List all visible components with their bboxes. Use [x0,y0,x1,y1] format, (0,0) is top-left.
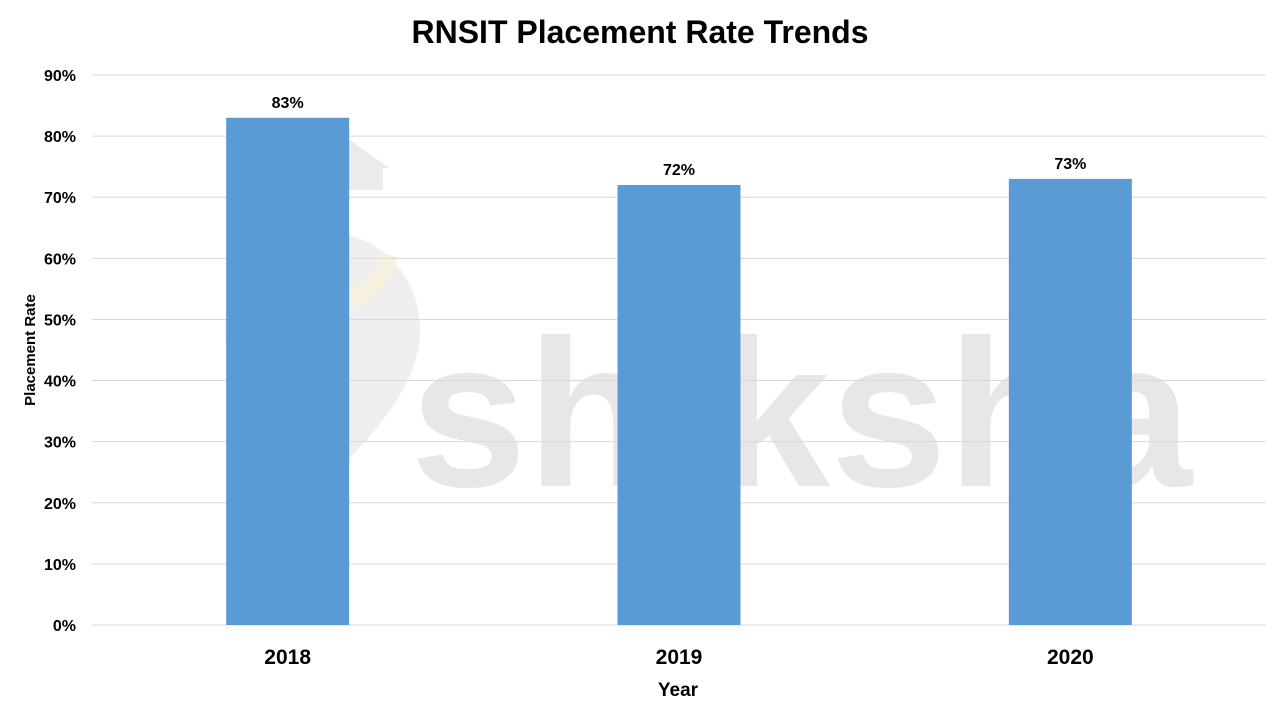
y-tick-label: 60% [44,251,76,268]
data-label: 83% [272,95,304,112]
chart-title: RNSIT Placement Rate Trends [411,14,869,50]
bars [226,117,1132,626]
bar-2019 [617,185,741,625]
y-tick-label: 70% [44,190,76,207]
data-label: 72% [663,162,695,179]
y-tick-label: 40% [44,374,76,391]
y-tick-label: 90% [44,68,76,85]
data-label: 73% [1054,156,1086,173]
y-tick-labels: 0% 10% 20% 30% 40% 50% 60% 70% 80% 90% [44,68,76,635]
x-tick-label: 2020 [1047,646,1094,669]
y-tick-label: 80% [44,129,76,146]
data-labels: 83% 72% 73% [272,95,1087,179]
bar-2020 [1008,178,1132,625]
y-tick-label: 50% [44,312,76,329]
x-tick-label: 2018 [264,646,311,669]
bar-2018 [226,117,350,626]
x-axis-title: Year [658,680,699,701]
y-tick-label: 10% [44,557,76,574]
y-tick-label: 20% [44,496,76,513]
y-tick-label: 0% [53,618,76,635]
y-axis-title: Placement Rate [22,294,39,406]
y-tick-label: 30% [44,435,76,452]
x-tick-labels: 2018 2019 2020 [264,646,1093,669]
x-tick-label: 2019 [656,646,703,669]
